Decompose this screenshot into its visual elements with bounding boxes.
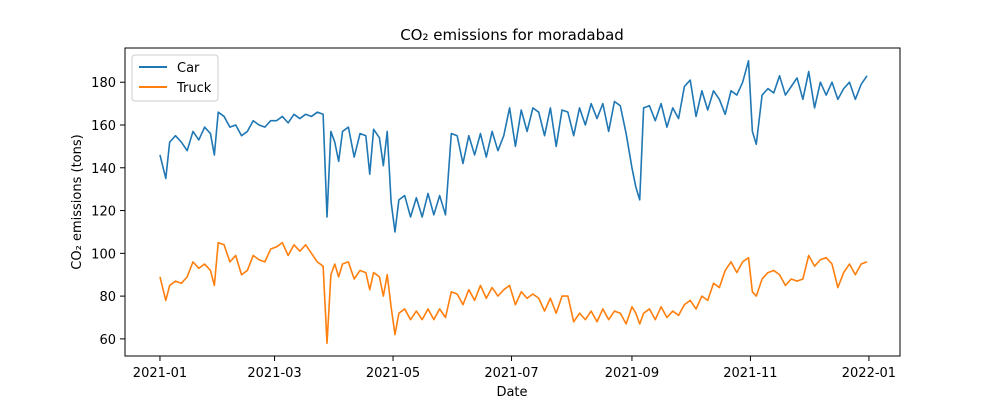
legend-truck-label: Truck [176,81,212,96]
y-tick-label: 180 [91,76,116,91]
x-tick-label: 2021-07 [484,366,538,381]
series-line-car [159,60,868,233]
y-tick-label: 80 [99,290,116,305]
legend-car-label: Car [177,61,200,76]
x-tick-label: 2021-11 [723,366,777,381]
series-layer [159,60,868,344]
y-axis-label: CO₂ emissions (tons) [70,134,85,269]
x-axis-label: Date [496,385,527,400]
x-tick-label: 2021-03 [247,366,301,381]
x-tick-label: 2022-01 [842,366,896,381]
y-tick-label: 160 [91,119,116,134]
plot-frame [124,47,901,357]
y-axis-ticks: 60 80 100 120 140 160 180 [91,76,125,348]
chart-title: CO₂ emissions for moradabad [400,26,624,44]
x-tick-label: 2021-01 [133,366,187,381]
x-tick-label: 2021-09 [605,366,659,381]
series-line-truck [159,241,868,344]
x-axis-ticks: 2021-01 2021-03 2021-05 2021-07 2021-09 2021-… [133,356,896,381]
y-tick-label: 120 [91,205,116,220]
y-tick-label: 140 [91,162,116,177]
x-tick-label: 2021-05 [366,366,420,381]
legend: Car Truck [131,54,219,102]
y-tick-label: 100 [91,247,116,262]
y-tick-label: 60 [99,333,116,348]
